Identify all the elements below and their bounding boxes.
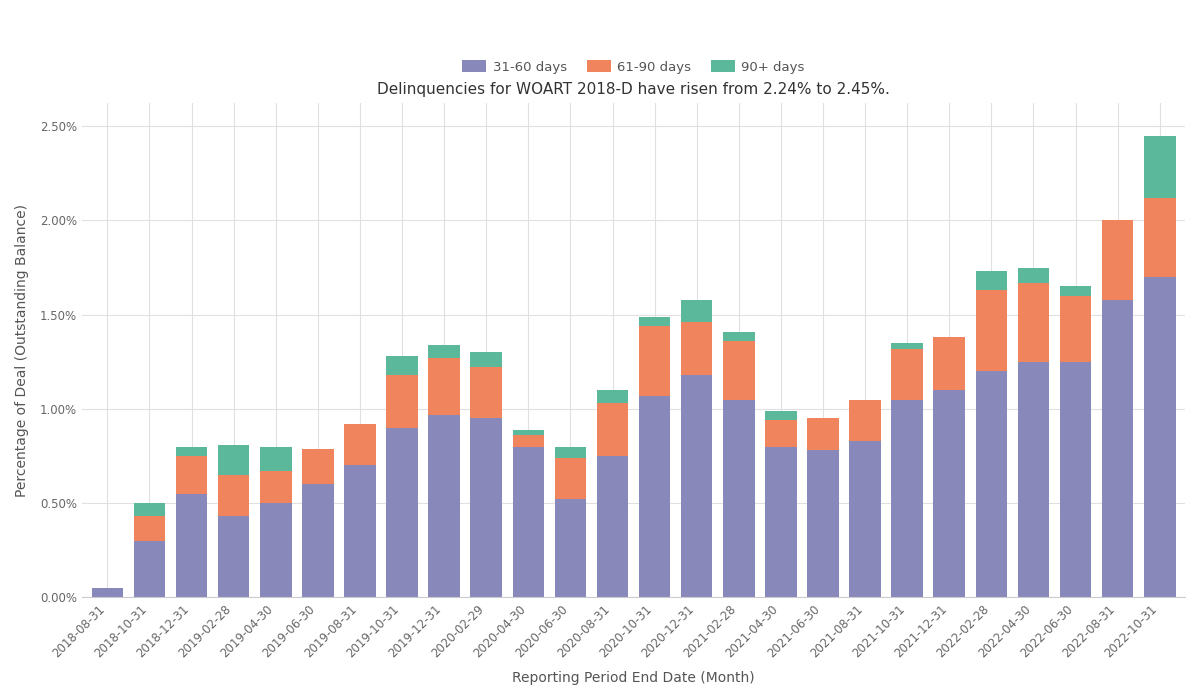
Bar [386,428,418,597]
Bar [680,375,713,597]
Bar [1060,296,1091,362]
Bar [1144,198,1176,277]
Bar [554,499,586,597]
Bar [91,588,124,597]
Bar [638,326,671,396]
Bar [638,316,671,326]
Bar [766,420,797,447]
Bar [892,349,923,400]
Bar [1060,286,1091,296]
Bar [596,403,629,456]
Bar [470,352,502,368]
Bar [344,424,376,466]
Bar [680,300,713,322]
Bar [218,444,250,475]
Bar [218,475,250,517]
Bar [934,390,965,597]
Bar [175,494,208,597]
Bar [554,447,586,458]
Bar [976,290,1007,371]
Title: Delinquencies for WOART 2018-D have risen from 2.24% to 2.45%.: Delinquencies for WOART 2018-D have rise… [377,83,890,97]
Bar [260,471,292,503]
Bar [766,447,797,597]
Bar [934,337,965,390]
Bar [302,484,334,597]
X-axis label: Reporting Period End Date (Month): Reporting Period End Date (Month) [512,671,755,685]
Bar [386,356,418,375]
Bar [850,441,881,597]
Bar [596,456,629,597]
Bar [260,447,292,471]
Bar [133,503,166,517]
Bar [680,322,713,375]
Bar [175,456,208,494]
Bar [976,371,1007,597]
Bar [808,450,839,597]
Bar [1018,267,1049,283]
Bar [808,419,839,450]
Bar [218,517,250,597]
Bar [512,447,544,597]
Bar [428,414,460,597]
Bar [1144,136,1176,198]
Bar [1018,283,1049,362]
Bar [976,272,1007,290]
Bar [470,419,502,597]
Bar [512,435,544,447]
Bar [1102,220,1134,300]
Bar [892,400,923,597]
Y-axis label: Percentage of Deal (Outstanding Balance): Percentage of Deal (Outstanding Balance) [16,204,29,496]
Legend: 31-60 days, 61-90 days, 90+ days: 31-60 days, 61-90 days, 90+ days [457,55,810,79]
Bar [175,447,208,456]
Bar [260,503,292,597]
Bar [344,466,376,597]
Bar [554,458,586,499]
Bar [766,411,797,420]
Bar [638,395,671,597]
Bar [428,345,460,358]
Bar [724,400,755,597]
Bar [1060,362,1091,597]
Bar [850,400,881,441]
Bar [386,375,418,428]
Bar [302,449,334,484]
Bar [428,358,460,414]
Bar [596,390,629,403]
Bar [1018,362,1049,597]
Bar [512,430,544,435]
Bar [133,517,166,541]
Bar [1102,300,1134,597]
Bar [724,341,755,400]
Bar [1144,277,1176,597]
Bar [470,368,502,419]
Bar [724,332,755,341]
Bar [892,343,923,349]
Bar [133,541,166,597]
